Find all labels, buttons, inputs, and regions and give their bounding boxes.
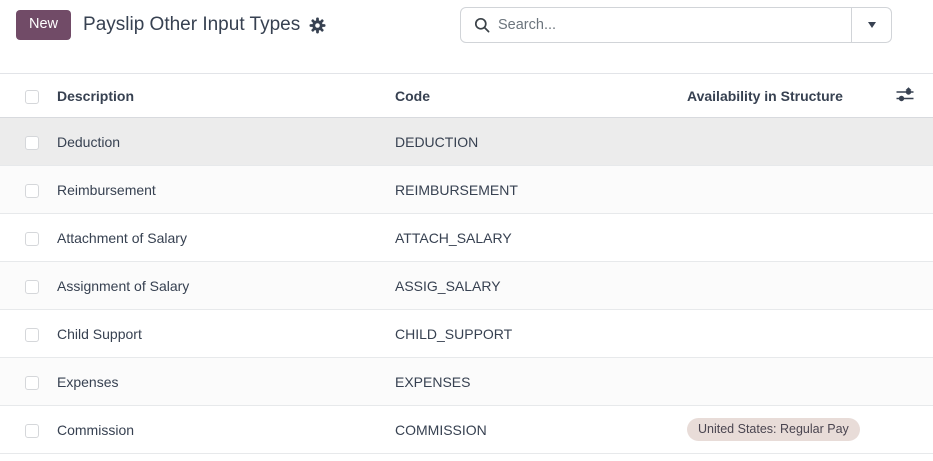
table-row[interactable]: Expenses EXPENSES [0,357,933,406]
table-row[interactable]: Assignment of Salary ASSIG_SALARY [0,261,933,310]
sliders-icon [895,87,915,103]
search-bar [460,7,892,43]
availability-cell[interactable]: United States: Regular Pay [683,406,877,454]
column-header-description[interactable]: Description [57,87,135,104]
optional-columns-button[interactable] [893,85,917,105]
input-types-list: Description Code Availability in Structu… [0,73,933,454]
column-header-code[interactable]: Code [395,87,430,104]
row-checkbox[interactable] [25,327,39,342]
row-checkbox[interactable] [25,135,39,150]
optional-columns-cell [877,74,933,118]
structure-badge: United States: Regular Pay [687,418,860,441]
table-row[interactable]: Deduction DEDUCTION [0,117,933,166]
description-cell[interactable]: Attachment of Salary [57,229,187,246]
caret-down-icon [867,22,876,28]
code-cell[interactable]: ATTACH_SALARY [395,229,512,246]
description-cell[interactable]: Deduction [57,133,121,150]
search-dropdown-toggle[interactable] [851,8,891,42]
availability-cell[interactable] [683,214,877,262]
availability-cell[interactable] [683,310,877,358]
table-row[interactable]: Attachment of Salary ATTACH_SALARY [0,213,933,262]
new-button[interactable]: New [16,10,72,40]
select-all-cell [0,74,57,118]
row-checkbox[interactable] [25,231,39,246]
table-row[interactable]: Commission COMMISSION United States: Reg… [0,405,933,454]
search-icon [474,17,490,33]
code-cell[interactable]: COMMISSION [395,421,487,438]
description-cell[interactable]: Reimbursement [57,181,156,198]
description-cell[interactable]: Child Support [57,325,142,342]
row-checkbox[interactable] [25,279,39,294]
table-row[interactable]: Reimbursement REIMBURSEMENT [0,165,933,214]
availability-cell[interactable] [683,358,877,406]
list-header-row: Description Code Availability in Structu… [0,73,933,118]
table-row[interactable]: Child Support CHILD_SUPPORT [0,309,933,358]
description-cell[interactable]: Assignment of Salary [57,277,190,294]
availability-cell[interactable] [683,118,877,166]
select-all-checkbox[interactable] [25,89,39,104]
gear-icon [309,17,326,34]
row-checkbox[interactable] [25,183,39,198]
code-cell[interactable]: REIMBURSEMENT [395,181,518,198]
row-checkbox[interactable] [25,423,39,438]
description-cell[interactable]: Commission [57,421,135,438]
row-checkbox[interactable] [25,375,39,390]
page-title: Payslip Other Input Types [83,14,301,35]
control-panel: New Payslip Other Input Types [0,0,933,50]
code-cell[interactable]: DEDUCTION [395,133,479,150]
code-cell[interactable]: ASSIG_SALARY [395,277,501,294]
code-cell[interactable]: CHILD_SUPPORT [395,325,513,342]
view-settings-button[interactable] [309,17,326,34]
search-input[interactable] [490,17,851,33]
description-cell[interactable]: Expenses [57,373,119,390]
availability-cell[interactable] [683,262,877,310]
column-header-availability[interactable]: Availability in Structure [687,87,843,104]
code-cell[interactable]: EXPENSES [395,373,471,390]
availability-cell[interactable] [683,166,877,214]
